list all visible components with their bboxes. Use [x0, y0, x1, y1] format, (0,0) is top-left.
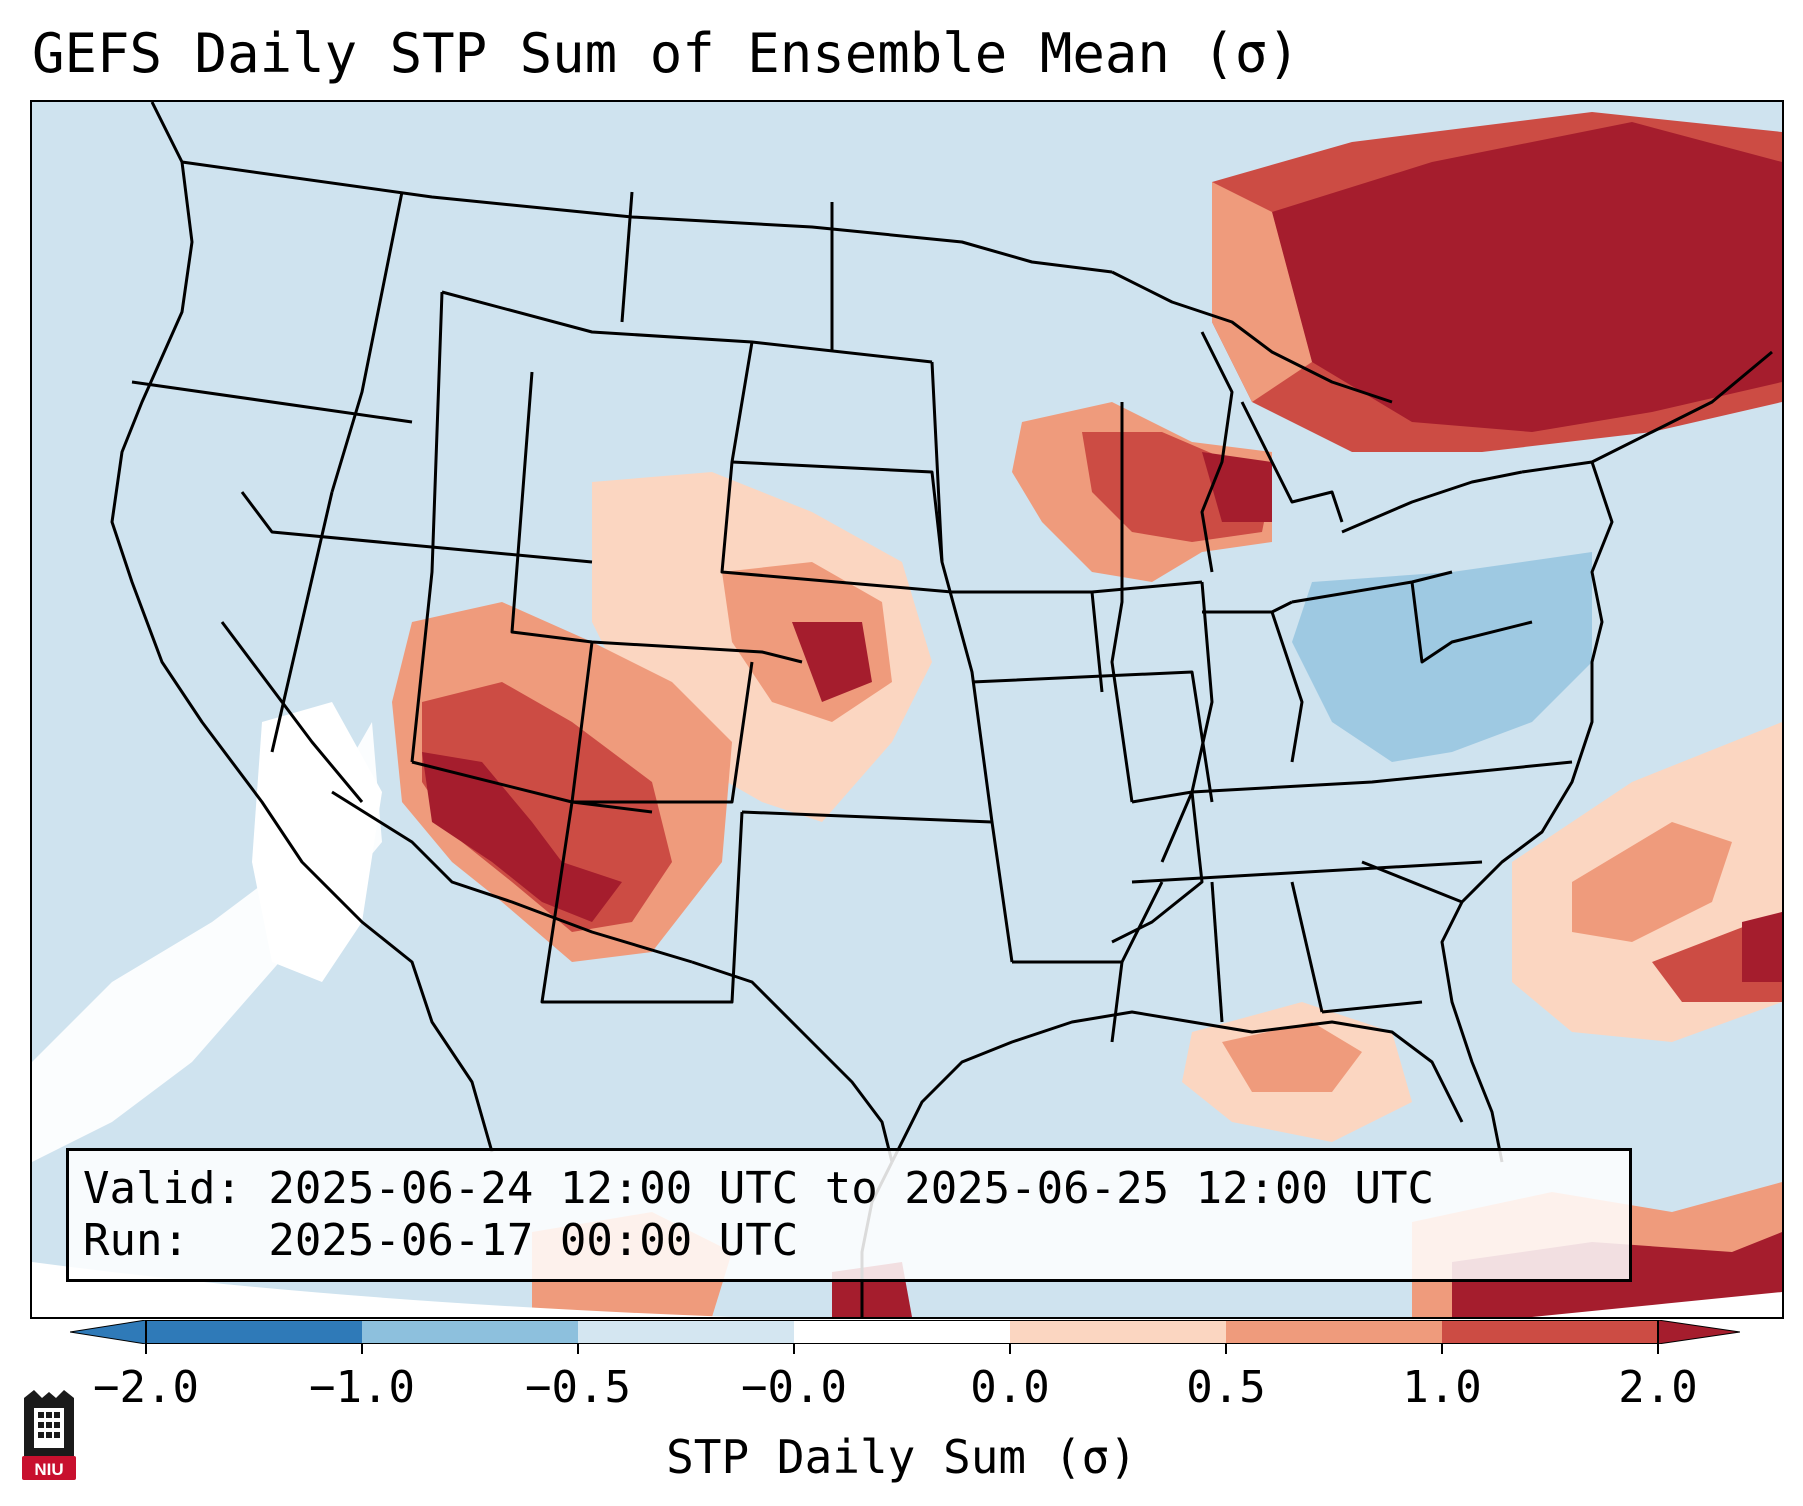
colorbar-tick-label: −2.0: [93, 1362, 199, 1413]
colorbar-seg-4: [794, 1320, 1010, 1344]
colorbar-extend-left: [70, 1320, 147, 1344]
colorbar-label: STP Daily Sum (σ): [666, 1430, 1137, 1484]
colorbar-tick-label: 2.0: [1618, 1362, 1698, 1413]
anomaly-atlantic: [1512, 722, 1782, 1042]
white-near-zero-pacific: [32, 702, 382, 1162]
colorbar-tick-label: −0.0: [741, 1362, 847, 1413]
anomaly-southwest: [392, 602, 732, 962]
domain-corner-bottom-left: [32, 1262, 732, 1317]
colorbar-tick-label: −0.5: [525, 1362, 631, 1413]
colorbar: [70, 1320, 1740, 1344]
colorbar-seg-6: [1226, 1320, 1442, 1344]
anomaly-mid-atlantic-negative: [1292, 552, 1592, 762]
boundaries: [110, 102, 1773, 1317]
valid-time-text: Valid: 2025-06-24 12:00 UTC to 2025-06-2…: [83, 1163, 1435, 1214]
colorbar-tick-mark: [1441, 1344, 1443, 1354]
colorbar-seg-3: [578, 1320, 794, 1344]
chart-title: GEFS Daily STP Sum of Ensemble Mean (σ): [32, 22, 1300, 85]
anomaly-northeast-canada: [1212, 112, 1782, 452]
map-panel: [30, 100, 1784, 1319]
run-time-text: Run: 2025-06-17 00:00 UTC: [83, 1215, 799, 1266]
valid-time-box: Valid: 2025-06-24 12:00 UTC to 2025-06-2…: [66, 1148, 1632, 1282]
colorbar-tick-mark: [793, 1344, 795, 1354]
logo-text: NIU: [34, 1460, 63, 1479]
colorbar-tick-label: 1.0: [1402, 1362, 1482, 1413]
colorbar-tick-mark: [361, 1344, 363, 1354]
colorbar-tick-label: 0.5: [1186, 1362, 1266, 1413]
colorbar-tick-label: 0.0: [970, 1362, 1050, 1413]
anomaly-gulf-coast: [1182, 1002, 1412, 1142]
colorbar-tick-mark: [577, 1344, 579, 1354]
colorbar-seg-2: [362, 1320, 578, 1344]
colorbar-tick-label: −1.0: [309, 1362, 415, 1413]
colorbar-tick-mark: [1009, 1344, 1011, 1354]
colorbar-tick-mark: [1225, 1344, 1227, 1354]
colorbar-seg-1: [146, 1320, 362, 1344]
map-canvas: [32, 102, 1782, 1317]
colorbar-seg-7: [1442, 1320, 1658, 1344]
colorbar-tick-mark: [145, 1344, 147, 1354]
domain-corner-bottom-right: [1532, 1292, 1782, 1317]
colorbar-extend-right: [1657, 1320, 1740, 1344]
colorbar-tick-mark: [1657, 1344, 1659, 1354]
colorbar-seg-5: [1010, 1320, 1226, 1344]
anomaly-great-lakes: [1012, 402, 1272, 582]
niu-logo: NIU: [22, 1390, 76, 1480]
